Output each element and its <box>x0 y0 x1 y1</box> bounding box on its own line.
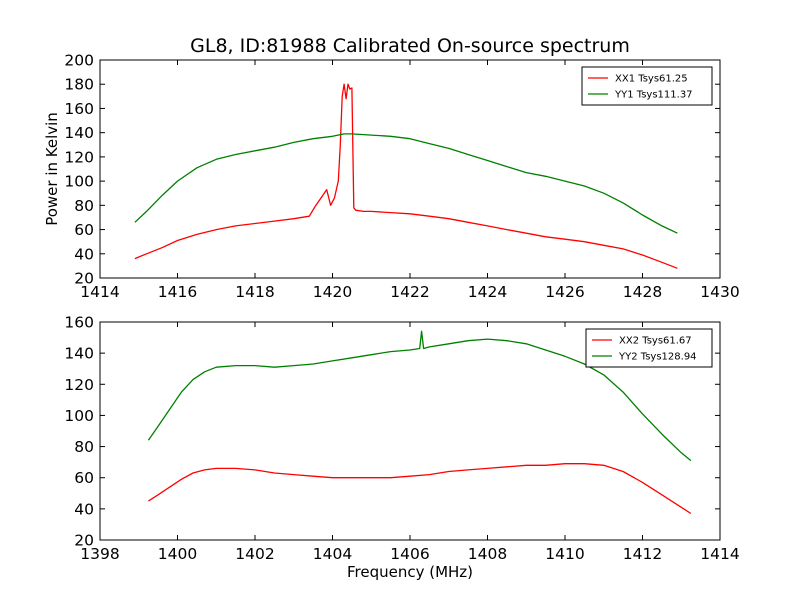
y-axis-label: Power in Kelvin <box>43 112 61 226</box>
x-tick-label: 1422 <box>390 283 429 301</box>
y-tick-label: 120 <box>64 376 94 394</box>
top-spectrum-panel: 1414 1416 1418 1420 1422 1424 1426 1428 1430 20 40… <box>64 52 739 302</box>
legend-entry-label: XX2 Tsys61.67 <box>619 336 692 347</box>
y-tick-label: 60 <box>74 469 94 487</box>
series-line-xx <box>134 83 678 269</box>
y-tick-label: 100 <box>64 173 94 191</box>
y-tick-label: 160 <box>64 314 94 332</box>
x-tick-label: 1414 <box>80 283 119 301</box>
legend-entry-label: YY1 Tsys111.37 <box>614 90 693 101</box>
y-tick-label: 40 <box>74 245 94 263</box>
bottom-spectrum-panel: 1398 1400 1402 1404 1406 1408 1410 1412 1414 20 40… <box>64 314 739 564</box>
legend-box <box>585 328 713 368</box>
x-tick-label: 1398 <box>80 545 119 563</box>
x-tick-label: 1404 <box>313 545 352 563</box>
series-line-yy <box>134 133 678 234</box>
legend-entry-label: YY2 Tsys128.94 <box>618 352 697 363</box>
x-tick-label: 1420 <box>313 283 352 301</box>
y-tick-label: 80 <box>74 197 94 215</box>
legend-entry-label: XX1 Tsys61.25 <box>615 74 688 85</box>
x-tick-label: 1430 <box>700 283 739 301</box>
series-line-yy <box>147 330 692 462</box>
x-axis-label: Frequency (MHz) <box>347 563 473 581</box>
x-tick-label: 1416 <box>158 283 197 301</box>
x-tick-label: 1426 <box>545 283 584 301</box>
x-tick-label: 1400 <box>158 545 197 563</box>
y-tick-label: 120 <box>64 148 94 166</box>
x-tick-label: 1406 <box>390 545 429 563</box>
y-tick-label: 60 <box>74 221 94 239</box>
y-tick-label: 100 <box>64 407 94 425</box>
y-tick-label: 20 <box>74 270 94 288</box>
y-tick-label: 20 <box>74 532 94 550</box>
x-tick-label: 1408 <box>468 545 507 563</box>
x-tick-label: 1418 <box>235 283 274 301</box>
x-tick-label: 1428 <box>623 283 662 301</box>
y-tick-label: 180 <box>64 76 94 94</box>
x-tick-label: 1410 <box>545 545 584 563</box>
x-tick-label: 1402 <box>235 545 274 563</box>
x-tick-label: 1424 <box>468 283 507 301</box>
y-tick-label: 200 <box>64 52 94 70</box>
legend-box <box>581 66 713 106</box>
y-tick-label: 140 <box>64 124 94 142</box>
x-tick-label: 1412 <box>623 545 662 563</box>
y-tick-label: 160 <box>64 100 94 118</box>
y-tick-label: 80 <box>74 438 94 456</box>
y-tick-label: 140 <box>64 345 94 363</box>
y-tick-label: 40 <box>74 500 94 518</box>
series-line-xx <box>148 463 692 515</box>
x-tick-label: 1414 <box>700 545 739 563</box>
figure-title: GL8, ID:81988 Calibrated On-source spect… <box>190 35 630 57</box>
